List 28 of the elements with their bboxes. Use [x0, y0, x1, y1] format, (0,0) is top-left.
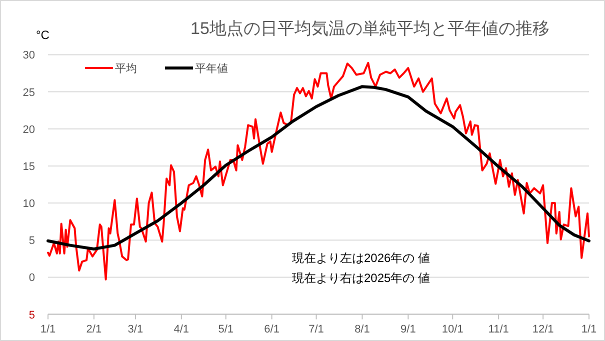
x-tick-label: 11/1: [488, 323, 509, 336]
y-axis-title: °C: [36, 28, 50, 42]
x-tick-label: 8/1: [354, 323, 370, 336]
annotation: 現在より右は2025年の 値: [292, 271, 430, 285]
x-tick-label: 1/1: [40, 323, 56, 336]
y-tick-label: 25: [22, 86, 35, 99]
x-tick-label: 10/1: [442, 323, 464, 336]
x-tick-label: 6/1: [264, 323, 280, 336]
legend-label: 平均: [115, 63, 137, 75]
x-tick-label: 12/1: [532, 323, 554, 336]
x-tick-label: 1/1: [581, 323, 597, 336]
y-tick-label: 5: [28, 235, 35, 248]
x-tick-label: 2/1: [86, 323, 102, 336]
x-tick-label: 3/1: [128, 323, 144, 336]
x-tick-label: 9/1: [400, 323, 416, 336]
y-tick-label: 20: [22, 124, 35, 136]
legend-label: 平年値: [195, 63, 228, 75]
y-tick-label: 0: [28, 272, 35, 284]
line-series: [46, 85, 590, 251]
y-tick-label: 5: [28, 309, 35, 322]
y-tick-label: 15: [22, 160, 35, 173]
annotation: 現在より左は2026年の 値: [292, 251, 430, 265]
x-tick-label: 7/1: [308, 323, 324, 336]
y-tick-label: 30: [22, 50, 35, 62]
x-tick-label: 5/1: [218, 323, 234, 336]
y-tick-label: 10: [22, 198, 35, 210]
chart-title: 15地点の日平均気温の単純平均と平年値の推移: [190, 19, 550, 38]
x-tick-label: 4/1: [174, 323, 190, 336]
